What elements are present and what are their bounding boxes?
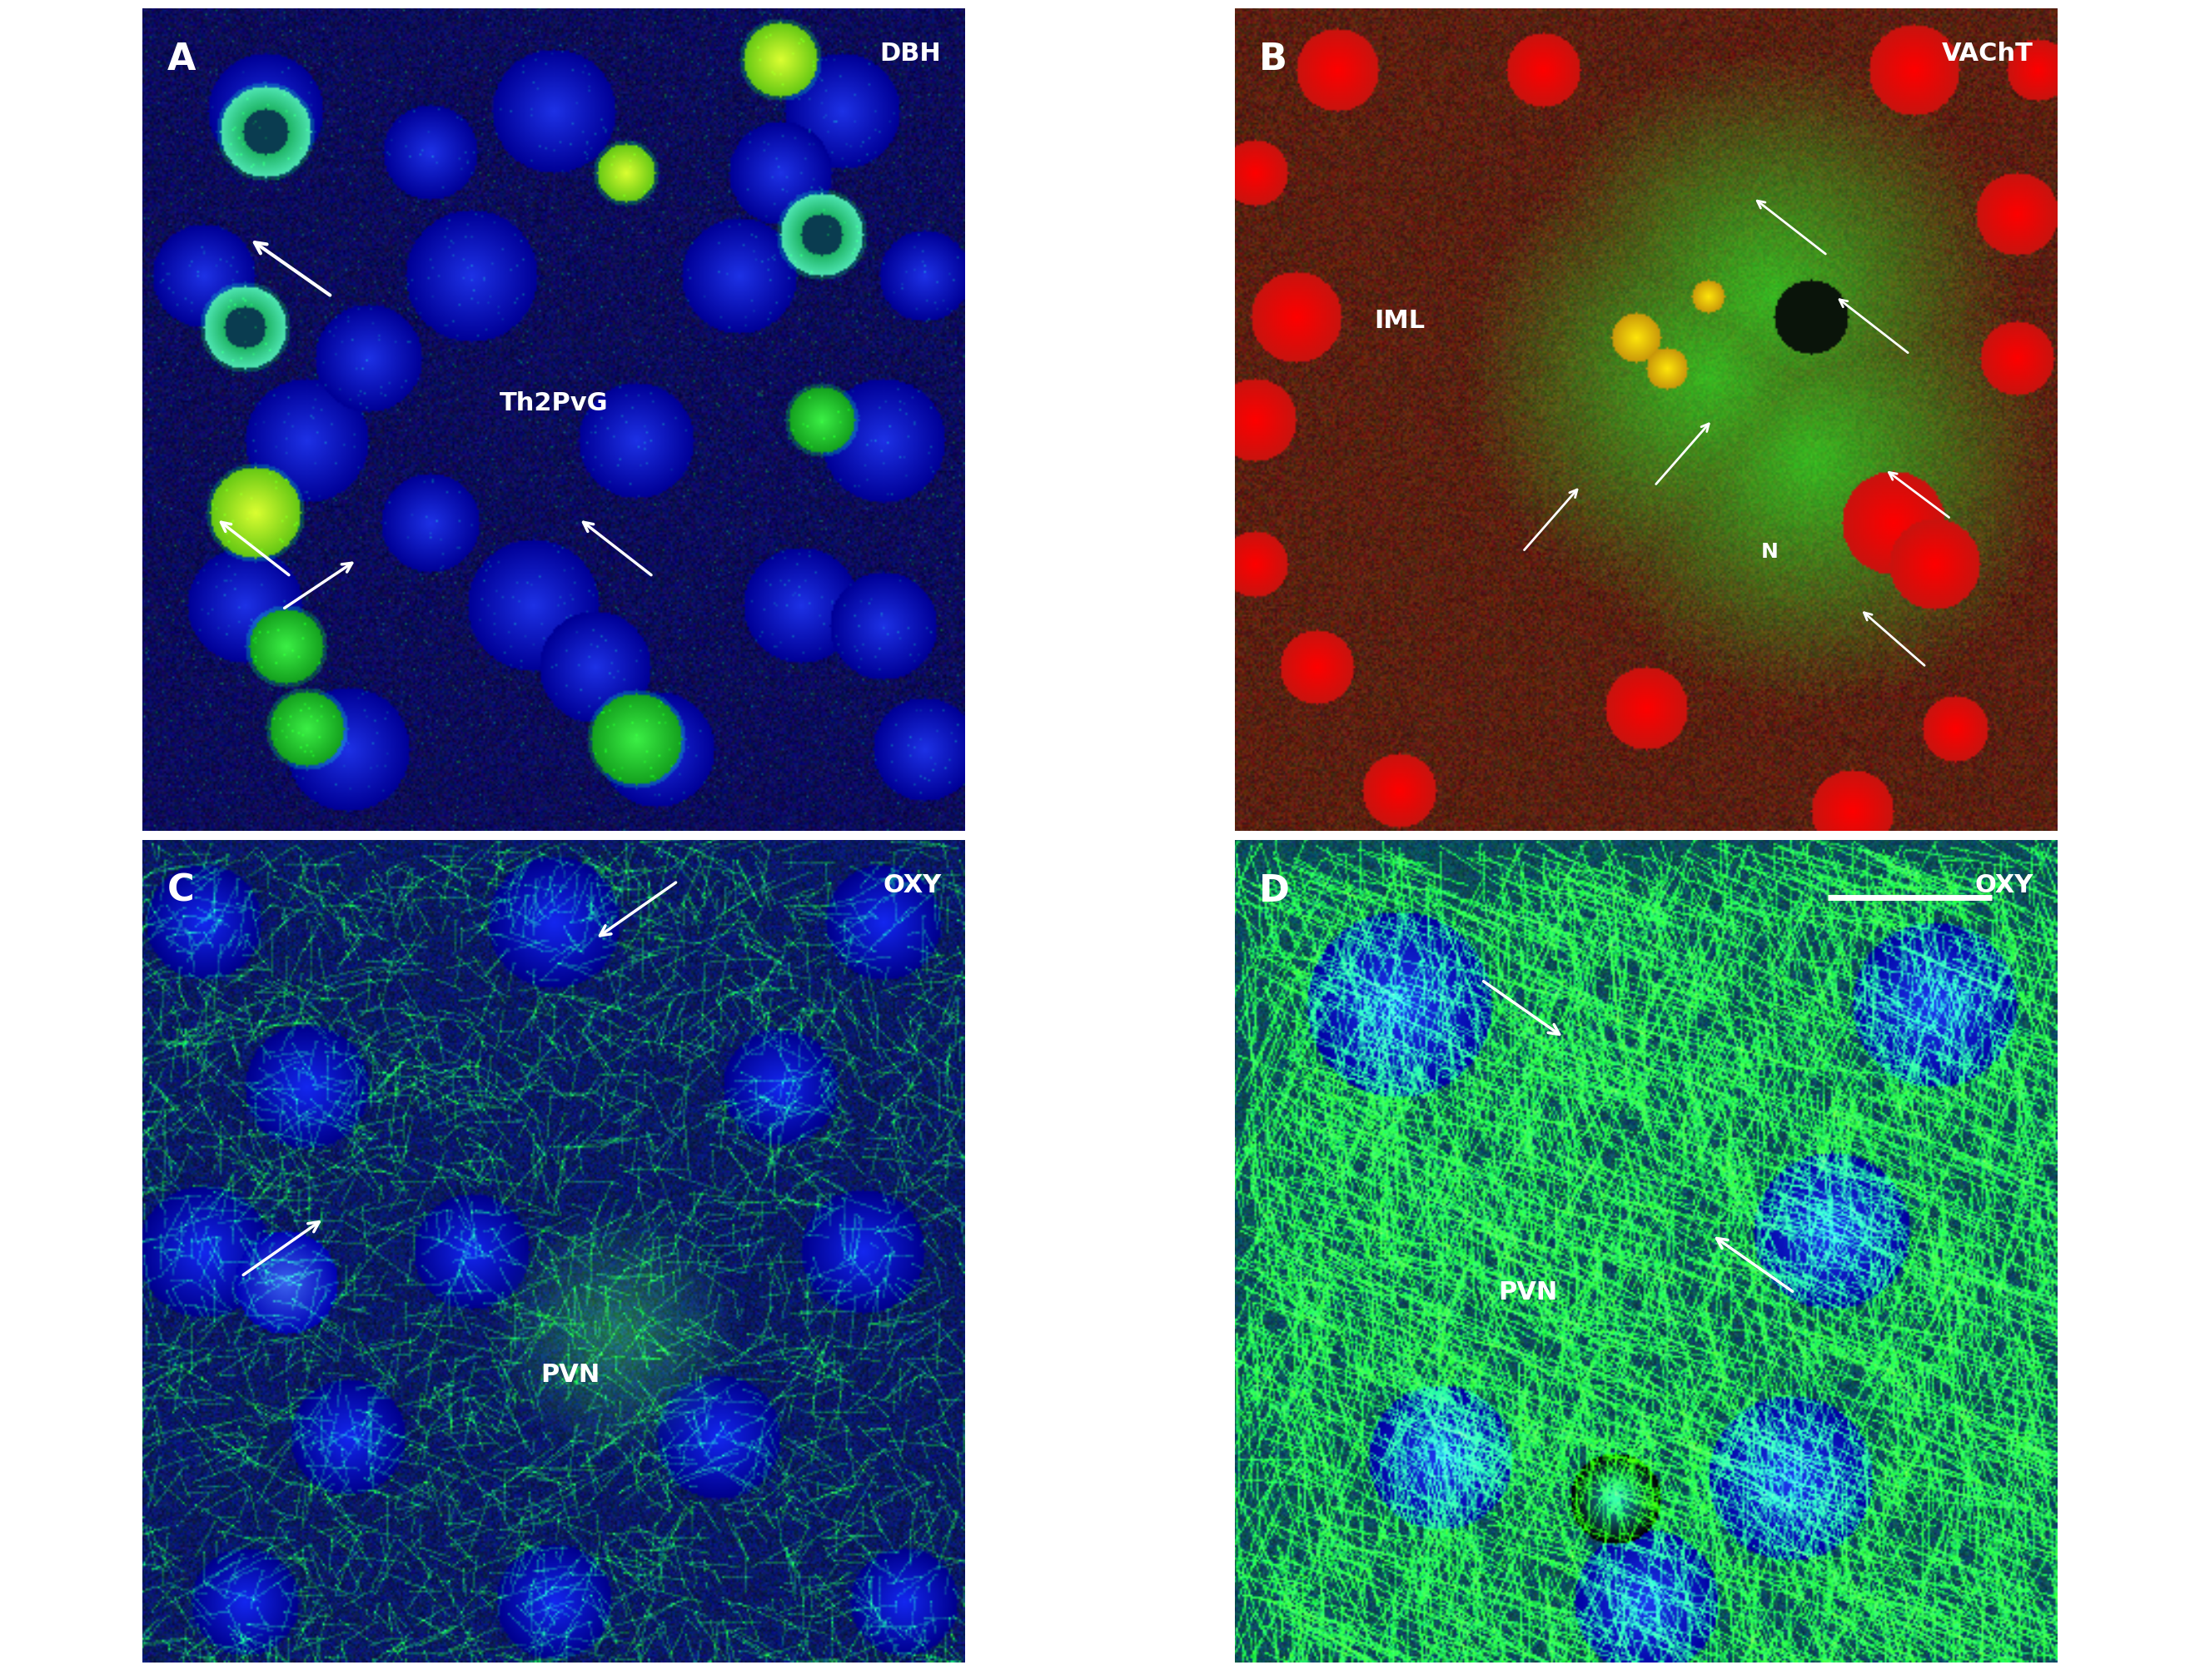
Text: PVN: PVN [540,1362,601,1388]
Text: IML: IML [1374,309,1425,333]
Text: A: A [167,42,195,77]
Text: B: B [1260,42,1288,77]
Text: N: N [1760,541,1778,561]
Text: OXY: OXY [1976,874,2033,897]
Text: OXY: OXY [882,874,942,897]
Text: PVN: PVN [1497,1280,1558,1305]
Text: DBH: DBH [880,42,942,66]
Text: D: D [1260,874,1291,909]
Text: Th2PvG: Th2PvG [500,391,608,415]
Text: VAChT: VAChT [1943,42,2033,66]
Text: C: C [167,874,195,909]
